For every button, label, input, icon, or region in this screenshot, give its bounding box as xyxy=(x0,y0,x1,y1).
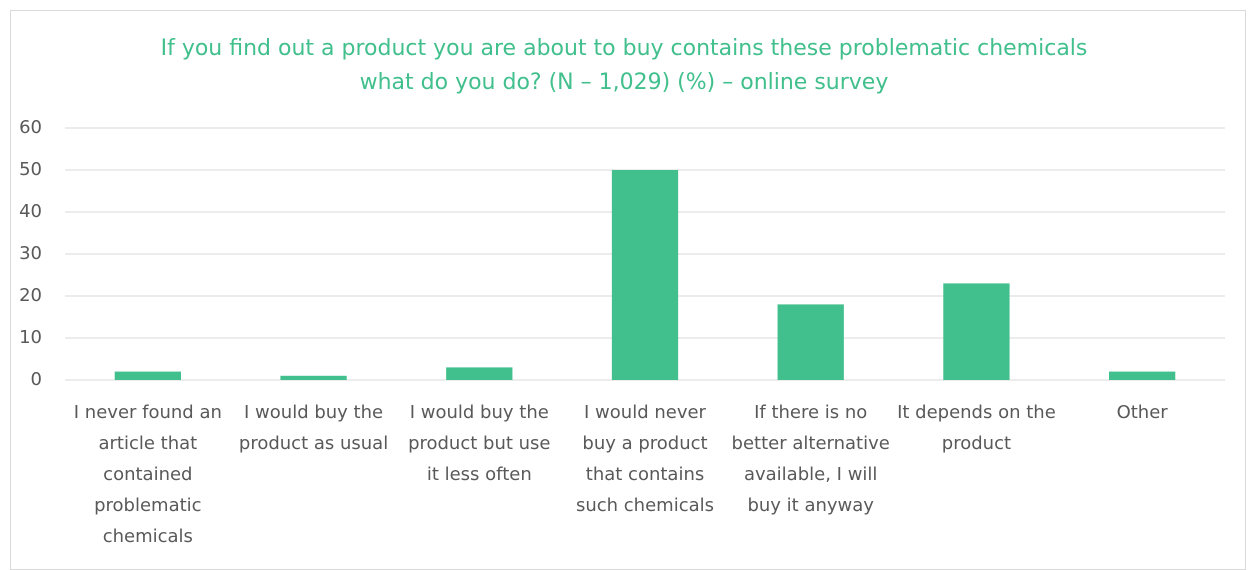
bar xyxy=(777,304,844,380)
chart-title: what do you do? (N – 1,029) (%) – online… xyxy=(359,70,889,95)
y-tick-label: 20 xyxy=(19,285,42,306)
bar xyxy=(943,283,1010,380)
bar xyxy=(446,367,513,380)
bar xyxy=(611,170,679,380)
x-tick-label: I would buy the product but use it less … xyxy=(408,402,551,485)
y-tick-label: 50 xyxy=(19,159,42,180)
chart-title: If you find out a product you are about … xyxy=(160,36,1088,61)
x-tick-label: I never found an article that contained … xyxy=(73,402,222,547)
y-tick-label: 60 xyxy=(19,117,42,138)
x-tick-label: I would never buy a product that contain… xyxy=(575,402,715,516)
bar xyxy=(1109,371,1176,380)
y-tick-label: 10 xyxy=(19,327,42,348)
y-tick-label: 0 xyxy=(31,369,42,390)
x-tick-label: Other xyxy=(1116,402,1168,423)
x-tick-label: If there is no better alternative availa… xyxy=(731,402,890,516)
y-tick-label: 40 xyxy=(19,201,42,222)
x-tick-label: It depends on the product xyxy=(897,402,1056,454)
y-tick-label: 30 xyxy=(19,243,42,264)
x-tick-label: I would buy the product as usual xyxy=(238,402,389,454)
bar xyxy=(280,375,347,380)
bar xyxy=(114,371,181,380)
